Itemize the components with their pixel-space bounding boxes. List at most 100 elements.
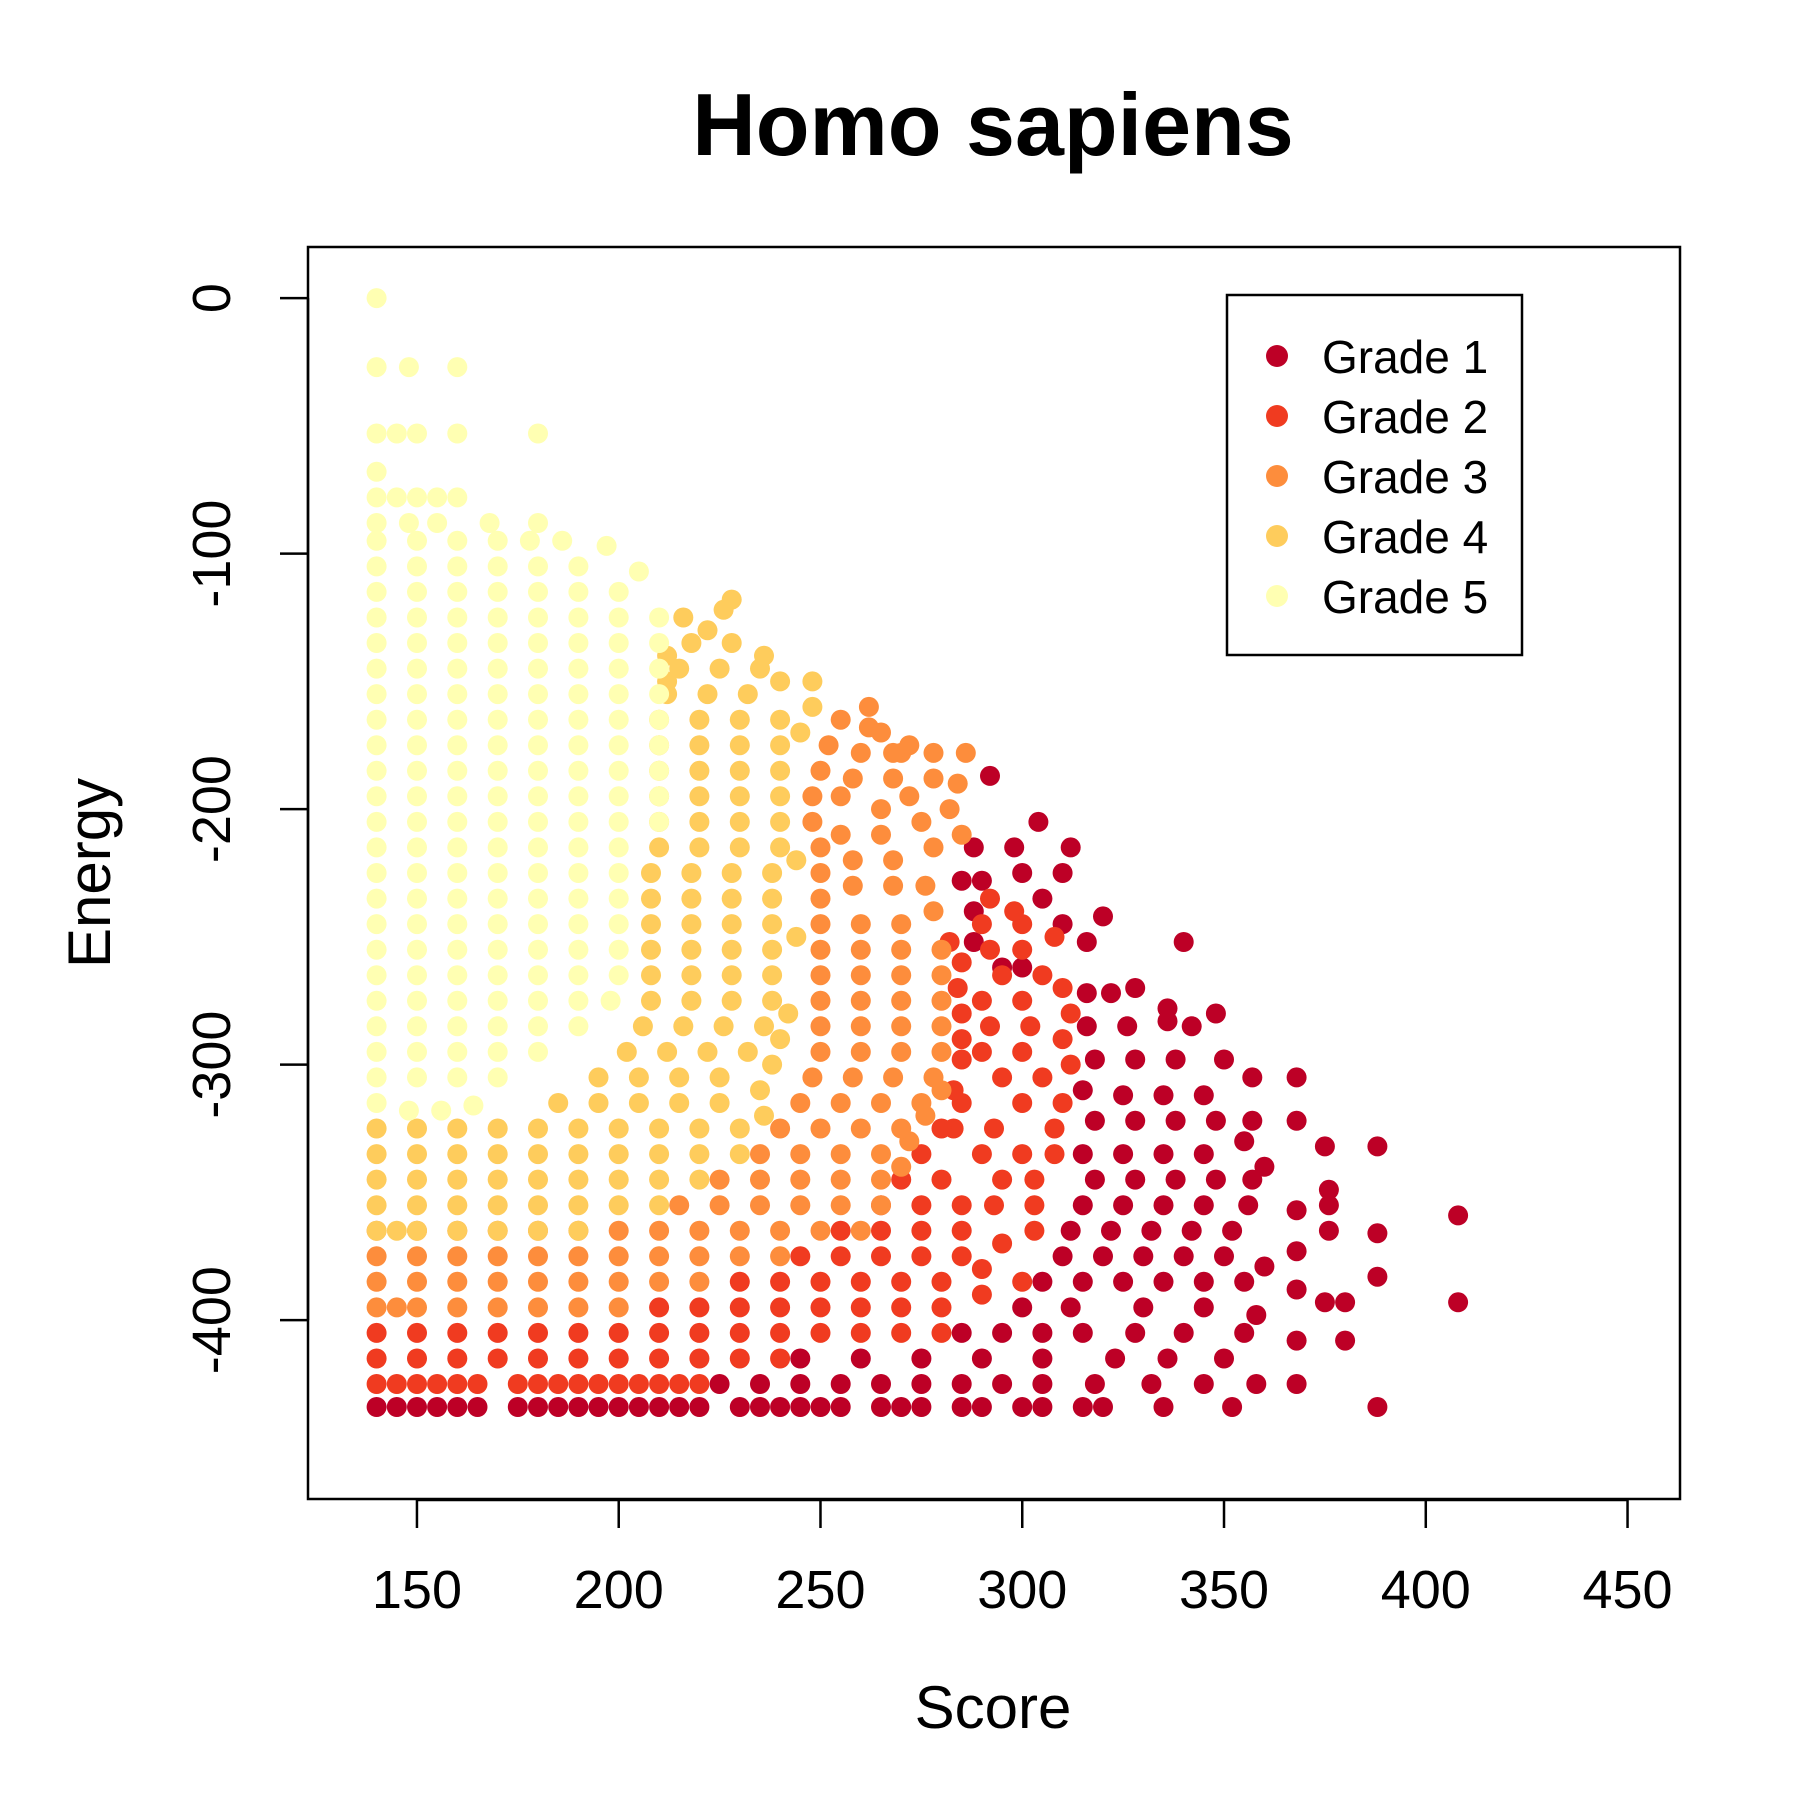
data-point (568, 1246, 589, 1267)
data-point (608, 786, 629, 807)
data-point (407, 1041, 427, 1062)
data-point (770, 709, 791, 730)
data-point (737, 1041, 758, 1062)
x-tick-label: 250 (775, 1560, 865, 1620)
data-point (487, 581, 508, 602)
data-point (649, 1271, 670, 1292)
data-point (608, 1397, 629, 1417)
legend-marker (1266, 465, 1288, 487)
data-point (729, 1397, 750, 1417)
data-point (1133, 1297, 1154, 1318)
data-point (721, 633, 742, 653)
data-point (407, 1220, 427, 1241)
data-point (850, 1118, 871, 1139)
data-point (568, 990, 589, 1011)
data-point (911, 1220, 932, 1241)
y-tick-label: -100 (182, 500, 242, 608)
data-point (1125, 978, 1146, 998)
y-axis: 0 -100 -200 -300 -400 (182, 283, 310, 1374)
data-point (1335, 1292, 1356, 1313)
data-point (447, 423, 468, 444)
data-point (568, 1271, 589, 1292)
data-point (770, 1118, 791, 1139)
data-point (709, 1169, 730, 1190)
data-point (487, 1220, 508, 1241)
data-point (992, 1067, 1013, 1088)
data-point (1101, 1220, 1121, 1241)
data-point (447, 1144, 468, 1165)
data-point (1044, 1118, 1065, 1139)
data-point (366, 1271, 387, 1292)
data-point (709, 1195, 730, 1216)
data-point (911, 1195, 932, 1216)
data-point (528, 1297, 548, 1318)
data-point (951, 1374, 972, 1394)
data-point (407, 1322, 427, 1343)
data-point (1024, 1195, 1045, 1216)
data-point (770, 786, 791, 807)
data-point (689, 1374, 710, 1394)
data-point (528, 1322, 548, 1343)
data-point (871, 799, 891, 820)
data-point (1032, 1348, 1053, 1369)
data-point (519, 530, 540, 551)
data-point (729, 1271, 750, 1292)
data-point (447, 581, 468, 602)
data-point (770, 837, 791, 858)
data-point (447, 1397, 468, 1417)
legend-label: Grade 4 (1322, 511, 1488, 563)
data-point (487, 1195, 508, 1216)
legend-marker (1266, 525, 1288, 547)
data-point (528, 513, 548, 533)
data-point (1246, 1374, 1267, 1394)
data-point (1032, 965, 1053, 986)
data-point (1314, 1136, 1335, 1157)
data-point (366, 837, 387, 858)
data-point (951, 1003, 972, 1024)
data-point (980, 1016, 1000, 1037)
data-point (721, 914, 742, 935)
data-point (971, 914, 992, 935)
data-point (689, 1297, 710, 1318)
data-point (386, 1374, 407, 1394)
data-point (447, 1297, 468, 1318)
data-point (407, 684, 427, 705)
data-point (992, 1374, 1013, 1394)
data-point (770, 1271, 791, 1292)
data-point (366, 1016, 387, 1037)
data-point (528, 1169, 548, 1190)
data-point (407, 735, 427, 756)
data-point (1072, 1397, 1093, 1417)
data-point (608, 684, 629, 705)
data-point (729, 760, 750, 781)
data-point (1012, 1297, 1033, 1318)
data-point (1173, 1246, 1194, 1267)
data-point (487, 965, 508, 986)
data-point (810, 1041, 831, 1062)
legend-item-grade-3: Grade 3 (1266, 451, 1488, 503)
data-point (911, 811, 932, 832)
data-point (1060, 1003, 1081, 1024)
legend-item-grade-5: Grade 5 (1266, 571, 1488, 623)
data-point (810, 1322, 831, 1343)
data-point (689, 1348, 710, 1369)
chart-title: Homo sapiens (692, 75, 1293, 174)
data-point (1214, 1049, 1234, 1070)
data-point (528, 423, 548, 444)
data-point (1125, 1049, 1146, 1070)
data-point (528, 760, 548, 781)
data-point (407, 1397, 427, 1417)
data-point (528, 990, 548, 1011)
data-point (923, 837, 944, 858)
data-point (528, 607, 548, 628)
data-point (850, 939, 871, 960)
x-tick-label: 450 (1582, 1560, 1672, 1620)
legend-label: Grade 3 (1322, 451, 1488, 503)
data-point (951, 1029, 972, 1050)
data-point (398, 357, 419, 378)
data-point (568, 556, 589, 577)
data-point (427, 513, 448, 533)
data-point (762, 1054, 783, 1075)
data-point (1012, 1041, 1033, 1062)
data-point (1153, 1144, 1174, 1165)
